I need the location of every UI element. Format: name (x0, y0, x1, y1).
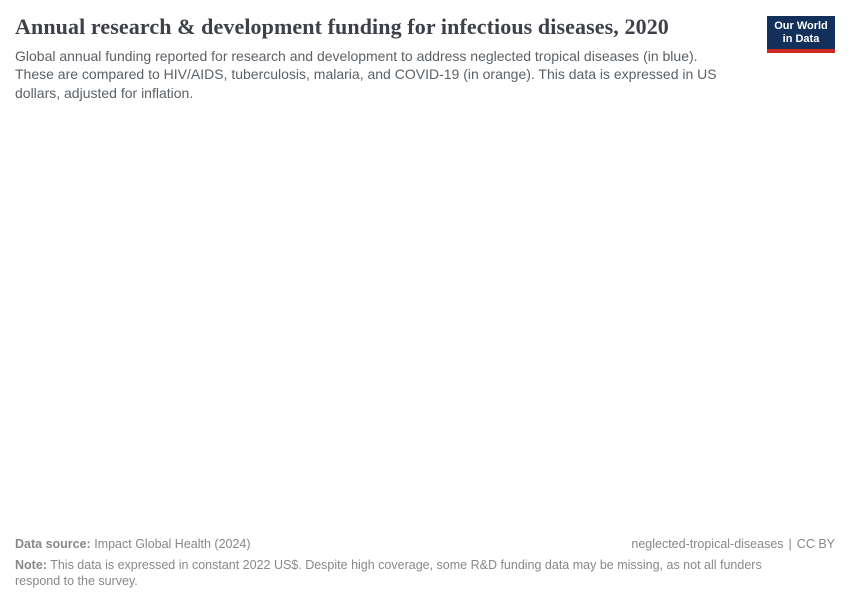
footer-sources-row: Data source: Impact Global Health (2024)… (15, 536, 835, 552)
chart-footer: Data source: Impact Global Health (2024)… (15, 536, 835, 589)
license-slug-link[interactable]: neglected-tropical-diseases (631, 537, 784, 552)
chart-header: Annual research & development funding fo… (0, 0, 850, 102)
chart-subtitle: Global annual funding reported for resea… (15, 48, 717, 101)
owid-logo-line1: Our World (774, 20, 828, 32)
footer-datasource: Data source: Impact Global Health (2024) (15, 536, 251, 552)
owid-logo-line2: in Data (782, 33, 820, 46)
owid-logo[interactable]: Our World in Data (767, 16, 835, 54)
footer-note: Note: This data is expressed in constant… (15, 557, 790, 590)
footer-license: neglected-tropical-diseases | CC BY (631, 536, 835, 552)
chart-title: Annual research & development funding fo… (15, 14, 669, 39)
datasource-label: Data source: (15, 537, 91, 552)
note-label: Note: (15, 557, 47, 572)
note-text: This data is expressed in constant 2022 … (15, 557, 762, 588)
plot-area-empty (15, 110, 835, 518)
datasource-link[interactable]: Impact Global Health (2024) (94, 537, 251, 552)
license-divider: | (788, 537, 792, 552)
license-ccby-link[interactable]: CC BY (796, 537, 835, 552)
